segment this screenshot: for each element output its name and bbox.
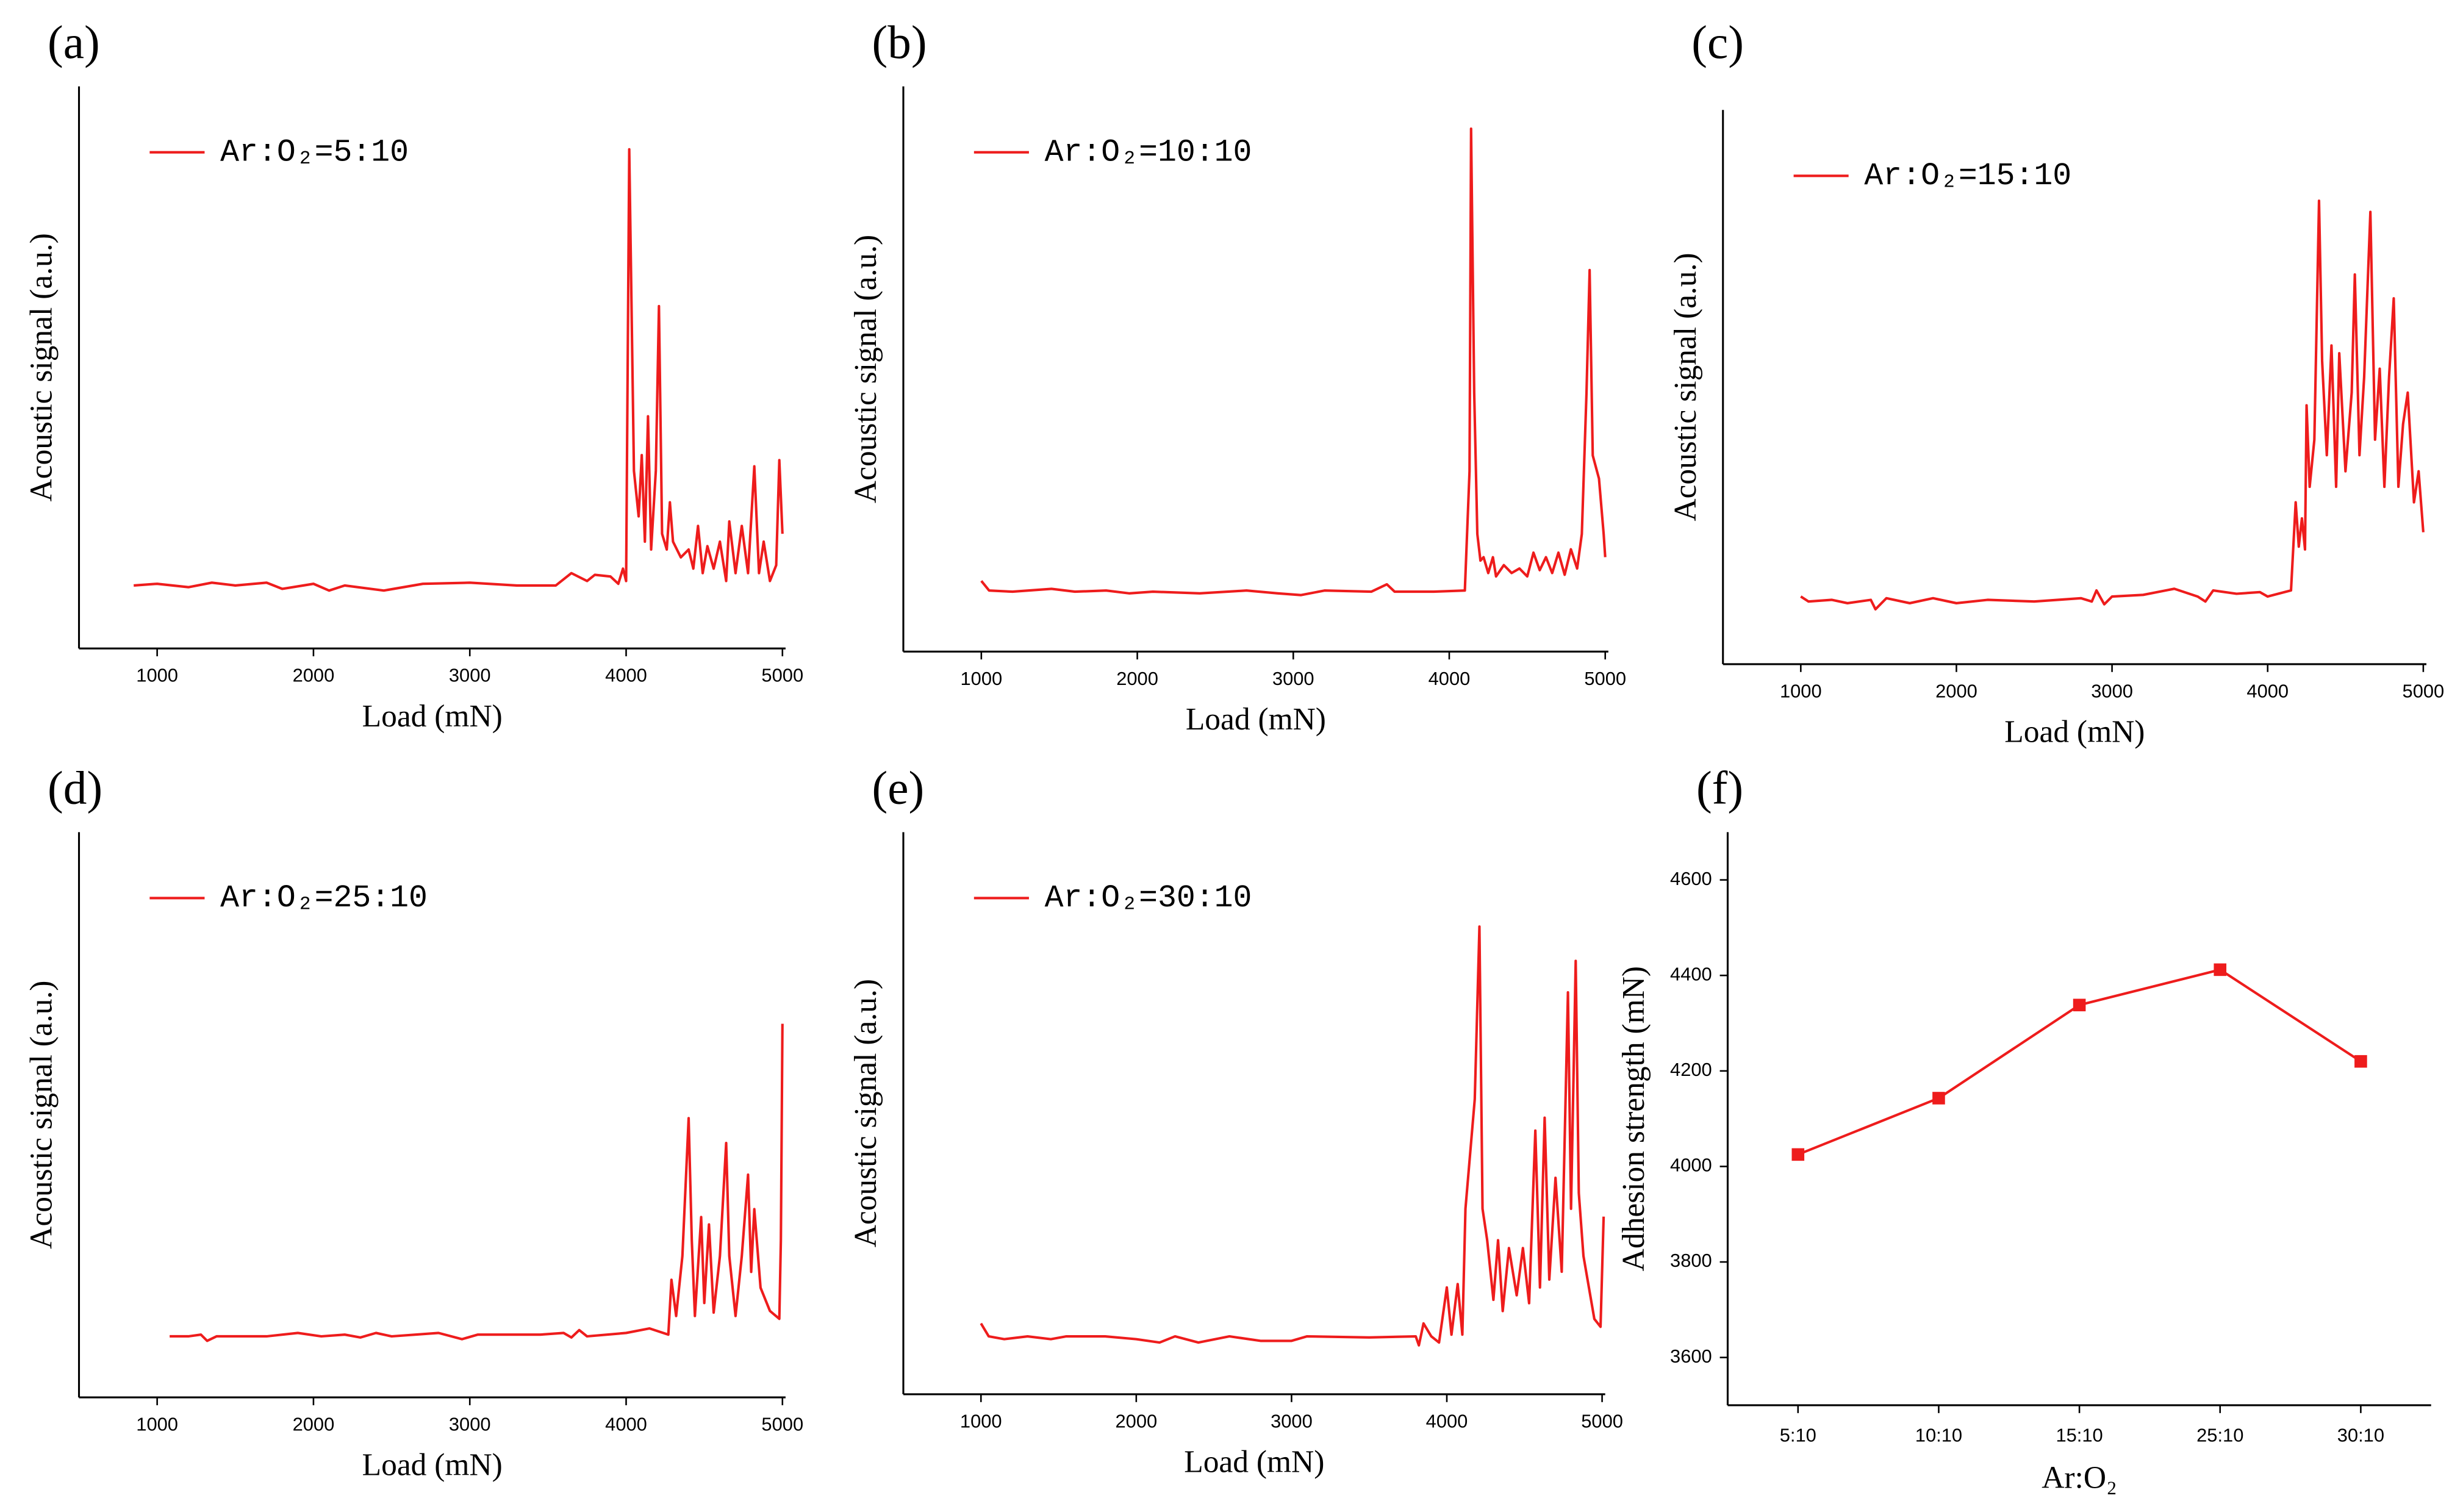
data-line [170, 1023, 784, 1342]
x-tick-label: 5:10 [1780, 1425, 1816, 1446]
y-tick-label: 4200 [1670, 1059, 1712, 1080]
legend-label: Ar:O₂=5:10 [220, 135, 409, 170]
x-axis-label: Load (mN) [2004, 715, 2145, 750]
x-tick-label: 1000 [1780, 680, 1822, 701]
panel-label: (c) [1691, 16, 1744, 68]
y-tick-label: 4000 [1670, 1155, 1712, 1176]
x-tick-label: 4000 [605, 665, 647, 686]
x-tick-label: 4000 [605, 1414, 647, 1435]
y-axis-label: Acoustic signal (a.u.) [1668, 253, 1703, 521]
data-marker [2073, 998, 2086, 1012]
data-marker [1932, 1092, 1945, 1105]
x-tick-label: 3000 [2091, 680, 2133, 701]
x-tick-label: 15:10 [2056, 1425, 2103, 1446]
legend-label: Ar:O₂=10:10 [1045, 135, 1252, 170]
x-tick-label: 10:10 [1915, 1425, 1962, 1446]
data-line [134, 148, 784, 592]
y-axis-label: Acoustic signal (a.u.) [848, 979, 883, 1247]
x-tick-label: 5000 [2403, 680, 2445, 701]
x-tick-label: 5000 [1584, 668, 1626, 689]
x-tick-label: 2000 [1116, 1410, 1158, 1431]
y-axis-label: Adhesion strength (mN) [1616, 966, 1651, 1271]
x-tick-label: 2000 [293, 1414, 335, 1435]
y-tick-label: 4400 [1670, 963, 1712, 984]
x-tick-label: 1000 [960, 1410, 1002, 1431]
x-tick-label: 1000 [136, 665, 178, 686]
x-axis-label: Load (mN) [1186, 702, 1326, 737]
panel-label: (e) [872, 762, 924, 814]
x-tick-label: 2000 [293, 665, 335, 686]
panel-label: (d) [48, 762, 102, 814]
x-tick-label: 1000 [136, 1414, 178, 1435]
data-marker [2214, 963, 2227, 976]
legend-label: Ar:O₂=30:10 [1045, 881, 1252, 916]
x-tick-label: 3000 [449, 665, 491, 686]
data-line [980, 925, 1605, 1347]
x-axis-label: Load (mN) [1184, 1445, 1324, 1480]
data-marker [2354, 1055, 2367, 1068]
x-tick-label: 4000 [1429, 668, 1471, 689]
x-tick-label: 2000 [1116, 668, 1158, 689]
x-axis-label: Ar:O₂ [2042, 1460, 2117, 1495]
x-tick-label: 3000 [1272, 668, 1314, 689]
x-tick-label: 4000 [1426, 1410, 1468, 1431]
x-tick-label: 3000 [449, 1414, 491, 1435]
panel-label: (b) [872, 16, 927, 68]
y-tick-label: 3800 [1670, 1250, 1712, 1271]
x-tick-label: 2000 [1935, 680, 1977, 701]
y-tick-label: 3600 [1670, 1345, 1712, 1367]
x-axis-label: Load (mN) [362, 1448, 503, 1483]
x-tick-label: 5000 [761, 665, 803, 686]
x-tick-label: 25:10 [2196, 1425, 2243, 1446]
x-tick-label: 4000 [2246, 680, 2289, 701]
x-tick-label: 1000 [960, 668, 1002, 689]
x-tick-label: 5000 [1581, 1410, 1623, 1431]
y-axis-label: Acoustic signal (a.u.) [24, 233, 59, 501]
data-line [1800, 199, 2425, 611]
panel-label: (a) [48, 16, 100, 68]
x-axis-label: Load (mN) [362, 699, 503, 734]
legend-label: Ar:O₂=15:10 [1864, 159, 2071, 194]
data-line [980, 127, 1607, 597]
y-axis-label: Acoustic signal (a.u.) [848, 235, 883, 503]
x-tick-label: 30:10 [2337, 1425, 2384, 1446]
y-axis-label: Acoustic signal (a.u.) [24, 981, 59, 1249]
x-tick-label: 3000 [1271, 1410, 1313, 1431]
y-tick-label: 4600 [1670, 868, 1712, 889]
data-line [1798, 968, 2362, 1156]
x-tick-label: 5000 [761, 1414, 803, 1435]
data-marker [1791, 1148, 1805, 1161]
panel-label: (f) [1696, 762, 1743, 814]
legend-label: Ar:O₂=25:10 [220, 881, 428, 916]
